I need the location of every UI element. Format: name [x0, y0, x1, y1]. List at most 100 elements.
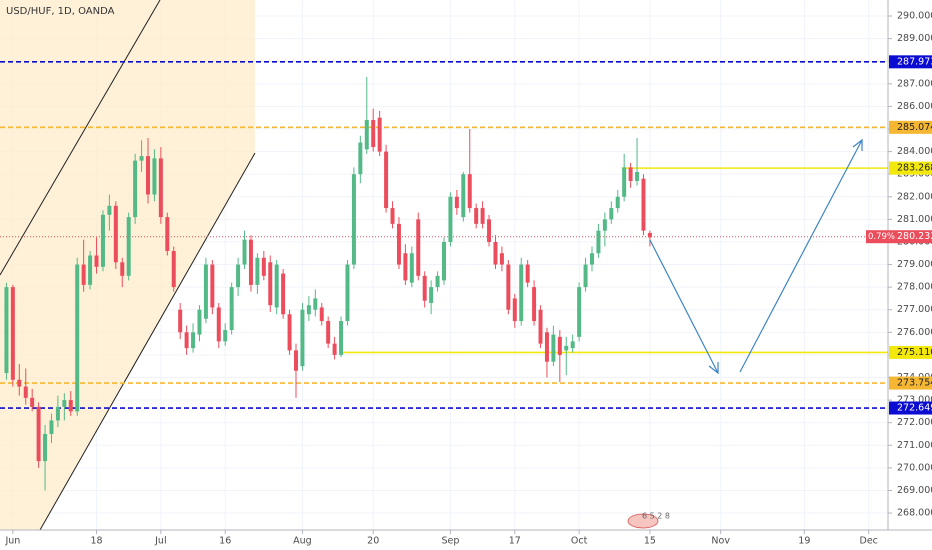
candle-body — [525, 264, 530, 283]
candle-body — [300, 309, 305, 367]
candle-body — [615, 196, 620, 209]
candle-body — [107, 205, 112, 215]
candle-body — [371, 119, 376, 148]
change-badge-label: 0.79% — [868, 232, 895, 242]
candle-body — [223, 330, 228, 342]
candle-body — [602, 219, 607, 231]
candle-body — [242, 239, 247, 265]
candle-body — [384, 151, 389, 209]
candle-body — [551, 334, 556, 362]
chart-title: USD/HUF, 1D, OANDA — [6, 6, 115, 17]
candle-body — [216, 307, 221, 342]
y-tick-label: 272.000 — [897, 417, 932, 428]
y-tick-label: 269.000 — [897, 485, 932, 496]
watermark-text: 6 5 2 8 — [642, 512, 670, 521]
y-tick-label: 290.000 — [897, 11, 932, 22]
candle-body — [332, 343, 337, 355]
candle-body — [532, 287, 537, 322]
candle-body — [467, 174, 472, 209]
candle-body — [139, 156, 144, 161]
candle-body — [23, 386, 28, 398]
candle-body — [454, 196, 459, 209]
candle-body — [351, 174, 356, 265]
candle-body — [487, 219, 492, 242]
arrow-down — [649, 239, 719, 374]
candle-body — [120, 262, 125, 276]
candle-body — [319, 307, 324, 322]
price-badge — [889, 345, 932, 359]
y-tick-label: 268.000 — [897, 508, 932, 519]
x-tick-label: 19 — [798, 536, 810, 547]
candle-body — [442, 241, 446, 281]
arrow-head — [852, 138, 863, 151]
candle-body — [236, 264, 241, 288]
candle-body — [43, 433, 48, 462]
candle-body — [390, 208, 395, 224]
candle-body — [577, 287, 582, 337]
candle-body — [261, 257, 266, 276]
candle-body — [81, 264, 86, 285]
candle-body — [229, 287, 234, 331]
x-tick-label: Oct — [571, 536, 588, 547]
candle-body — [396, 223, 401, 265]
candle-body — [622, 167, 627, 197]
price-badge-label: 287.973 — [897, 56, 932, 67]
price-badge — [889, 376, 932, 390]
candle-body — [36, 406, 41, 462]
projection-arrows — [649, 138, 863, 375]
candle-body — [191, 332, 196, 349]
candle-body — [197, 309, 202, 335]
candle-body — [435, 275, 440, 288]
candle-body — [178, 309, 183, 333]
candle-body — [133, 160, 138, 218]
x-tick-label: Sep — [441, 536, 459, 547]
candle-body — [113, 205, 118, 263]
candle-body — [158, 158, 163, 218]
y-tick-label: 278.000 — [897, 282, 932, 293]
x-tick-label: Jun — [4, 536, 20, 547]
candle-body — [403, 253, 408, 281]
candle-body — [88, 255, 93, 285]
price-badge-label: 285.074 — [897, 122, 932, 133]
candle-body — [55, 406, 60, 421]
watermark-badge — [627, 513, 659, 529]
candle-body — [570, 341, 575, 349]
x-tick-label: 20 — [367, 536, 379, 547]
x-tick-label: 15 — [644, 536, 656, 547]
x-tick-label: 17 — [509, 536, 521, 547]
candle-body — [345, 264, 350, 322]
candle-body — [422, 275, 427, 301]
candle-body — [429, 287, 434, 303]
y-tick-label: 286.000 — [897, 101, 932, 112]
price-badge — [889, 120, 932, 134]
candle-body — [94, 255, 99, 267]
axes-layer: 268.000 269.000 270.000 271.000 272.000 273.0… — [4, 11, 932, 547]
candle-body — [564, 345, 569, 351]
candle-body — [75, 264, 80, 412]
candle-body — [364, 119, 369, 150]
candle-body — [538, 309, 543, 344]
price-badge-label: 272.649 — [897, 403, 932, 414]
candle-body — [184, 332, 189, 349]
y-tick-label: 281.000 — [897, 214, 932, 225]
arrow-up — [739, 139, 863, 373]
candle-body — [62, 400, 67, 407]
candle-body — [416, 219, 421, 276]
candle-body — [461, 174, 466, 218]
x-tick-label: Jul — [154, 536, 166, 547]
candle-body — [635, 171, 640, 181]
candle-body — [609, 208, 614, 220]
levels-layer — [0, 61, 888, 409]
candle-body — [274, 264, 279, 308]
candle-body — [210, 264, 215, 308]
candle-body — [628, 167, 633, 181]
candle-body — [49, 420, 54, 434]
candle-body — [313, 298, 318, 310]
candle-body — [641, 178, 646, 231]
candle-body — [68, 400, 73, 412]
candle-body — [281, 273, 286, 315]
candle-body — [171, 250, 176, 288]
y-tick-label: 282.000 — [897, 191, 932, 202]
candle-body — [326, 321, 331, 344]
candle-body — [294, 350, 298, 371]
